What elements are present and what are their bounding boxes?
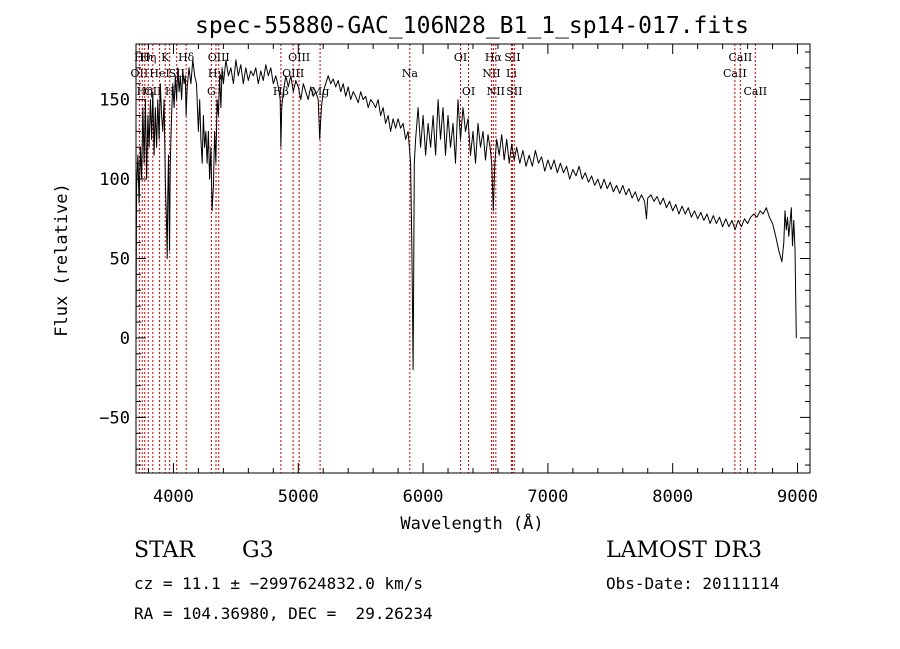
object-subclass: G3 — [242, 538, 274, 563]
y-tick-label: 100 — [99, 170, 130, 190]
axis-ticks: 4000 5000 6000 7000 8000 9000 −50 0 50 100 150 — [99, 44, 818, 507]
line-marker-label: NII — [482, 67, 500, 80]
line-marker-label: Li — [506, 67, 517, 80]
line-marker-label: Hη — [140, 51, 156, 64]
x-tick-label: 9000 — [777, 487, 818, 507]
x-axis-label: Wavelength (Å) — [400, 512, 543, 534]
line-marker-label: Hθ — [134, 51, 151, 64]
y-tick-label: 0 — [120, 329, 130, 349]
line-marker-label: OII — [131, 67, 149, 80]
line-marker-label: G — [207, 85, 216, 98]
line-marker-label: OIII — [208, 51, 230, 64]
line-marker-label: Hα — [485, 51, 503, 64]
x-tick-label: 4000 — [153, 487, 194, 507]
line-marker-label: Hδ — [178, 51, 195, 64]
object-class: STAR — [134, 538, 195, 563]
line-marker-label: K — [161, 51, 170, 64]
chart-title: spec-55880-GAC_106N28_B1_1_sp14-017.fits — [195, 13, 749, 39]
obs-date-text: Obs-Date: 20111114 — [606, 574, 780, 593]
line-marker-label: Na — [402, 67, 419, 80]
x-tick-label: 8000 — [652, 487, 693, 507]
x-tick-label: 7000 — [527, 487, 568, 507]
y-axis-label: Flux (relative) — [52, 183, 72, 337]
line-marker-label: Hη — [137, 85, 153, 98]
line-marker-label: NII — [487, 85, 505, 98]
line-marker-label: OI — [454, 51, 467, 64]
line-marker-label: Hγ — [208, 67, 225, 80]
line-marker-label: CaII — [743, 85, 767, 98]
x-tick-label: 5000 — [278, 487, 319, 507]
line-marker-label: H — [165, 85, 175, 98]
spectrum-line — [135, 59, 797, 371]
line-marker-label: CaII — [729, 51, 753, 64]
redshift-text: cz = 11.1 ± −2997624832.0 km/s — [134, 574, 423, 593]
x-tick-label: 6000 — [403, 487, 444, 507]
line-marker-label: OIII — [288, 51, 310, 64]
y-tick-label: 50 — [110, 250, 130, 270]
line-markers: OIIHθHηHηCIIHeIKHSIIHδGHγOIIIHβOIIIOIIIM… — [131, 44, 767, 473]
line-marker-label: SII — [504, 51, 520, 64]
survey-name: LAMOST DR3 — [606, 538, 762, 563]
radec-text: RA = 104.36980, DEC = 29.26234 — [134, 604, 433, 623]
line-marker-label: SII — [506, 85, 522, 98]
line-marker-label: OI — [462, 85, 475, 98]
spectrum-series — [135, 59, 797, 371]
line-marker-label: CaII — [723, 67, 747, 80]
line-marker-label: HeI — [149, 67, 169, 80]
y-tick-label: −50 — [99, 408, 130, 428]
y-tick-label: 150 — [99, 91, 130, 111]
plot-frame — [135, 43, 811, 474]
line-marker-label: Hβ — [273, 85, 289, 98]
